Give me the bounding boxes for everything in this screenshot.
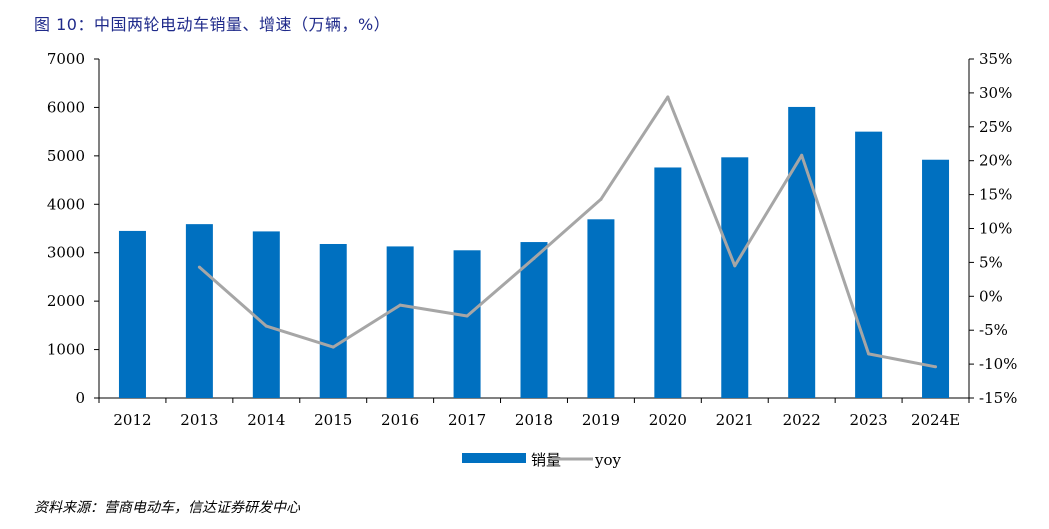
yoy-point-2013 (197, 265, 201, 269)
right-tick-label: 0% (979, 287, 1003, 305)
yoy-point-2016 (398, 303, 402, 307)
bar-2022 (788, 106, 816, 399)
x-tick-label: 2024E (911, 411, 960, 429)
yoy-point-2023 (867, 352, 871, 356)
right-tick-label: 15% (979, 186, 1012, 204)
left-tick-label: 4000 (47, 195, 85, 213)
bar-2013 (185, 224, 213, 398)
yoy-point-2018 (532, 256, 536, 260)
x-tick-label: 2013 (180, 411, 218, 429)
bar-2021 (721, 157, 749, 398)
bar-2024E (922, 159, 950, 398)
right-tick-label: -15% (979, 389, 1017, 407)
x-tick-label: 2023 (850, 411, 888, 429)
right-tick-label: -10% (979, 355, 1017, 373)
x-tick-label: 2019 (582, 411, 620, 429)
legend-swatch-bar (462, 453, 526, 463)
right-tick-label: 30% (979, 84, 1012, 102)
left-tick-label: 2000 (47, 292, 85, 310)
yoy-point-2017 (465, 314, 469, 318)
x-tick-label: 2016 (381, 411, 419, 429)
x-tick-label: 2012 (113, 411, 151, 429)
x-tick-label: 2014 (247, 411, 285, 429)
source-note: 资料来源：营商电动车，信达证券研发中心 (34, 500, 300, 516)
yoy-point-2021 (733, 264, 737, 268)
right-tick-label: -5% (979, 321, 1008, 339)
left-tick-label: 5000 (47, 147, 85, 165)
bar-2023 (855, 131, 883, 398)
right-tick-label: 5% (979, 253, 1003, 271)
yoy-point-2014 (264, 324, 268, 328)
x-tick-label: 2022 (783, 411, 821, 429)
left-tick-label: 0 (75, 389, 85, 407)
x-tick-label: 2017 (448, 411, 486, 429)
bar-2020 (654, 167, 682, 398)
bar-2012 (118, 230, 146, 398)
x-tick-label: 2021 (716, 411, 754, 429)
bar-2019 (587, 219, 615, 398)
yoy-point-2019 (599, 197, 603, 201)
right-tick-label: 20% (979, 152, 1012, 170)
x-tick-label: 2018 (515, 411, 553, 429)
x-tick-label: 2020 (649, 411, 687, 429)
bar-2016 (386, 246, 414, 398)
bar-2017 (453, 250, 481, 398)
bar-2014 (252, 231, 280, 398)
x-tick-label: 2015 (314, 411, 352, 429)
left-tick-label: 7000 (47, 50, 85, 68)
left-tick-label: 1000 (47, 341, 85, 359)
left-tick-label: 3000 (47, 244, 85, 262)
yoy-point-2020 (666, 95, 670, 99)
yoy-point-2022 (800, 153, 804, 157)
legend-label-line: yoy (594, 451, 622, 469)
legend-label-bar: 销量 (531, 451, 561, 469)
left-tick-label: 6000 (47, 98, 85, 116)
bar-2018 (520, 242, 548, 398)
right-tick-label: 35% (979, 50, 1012, 68)
legend: 销量 yoy (462, 451, 622, 469)
chart-title: 图 10：中国两轮电动车销量、增速（万辆，%） (34, 15, 391, 34)
right-tick-label: 10% (979, 220, 1012, 238)
right-tick-label: 25% (979, 118, 1012, 136)
yoy-point-2024E (934, 365, 938, 369)
yoy-point-2015 (331, 345, 335, 349)
bar-2015 (319, 243, 347, 398)
yoy-line (198, 95, 936, 369)
